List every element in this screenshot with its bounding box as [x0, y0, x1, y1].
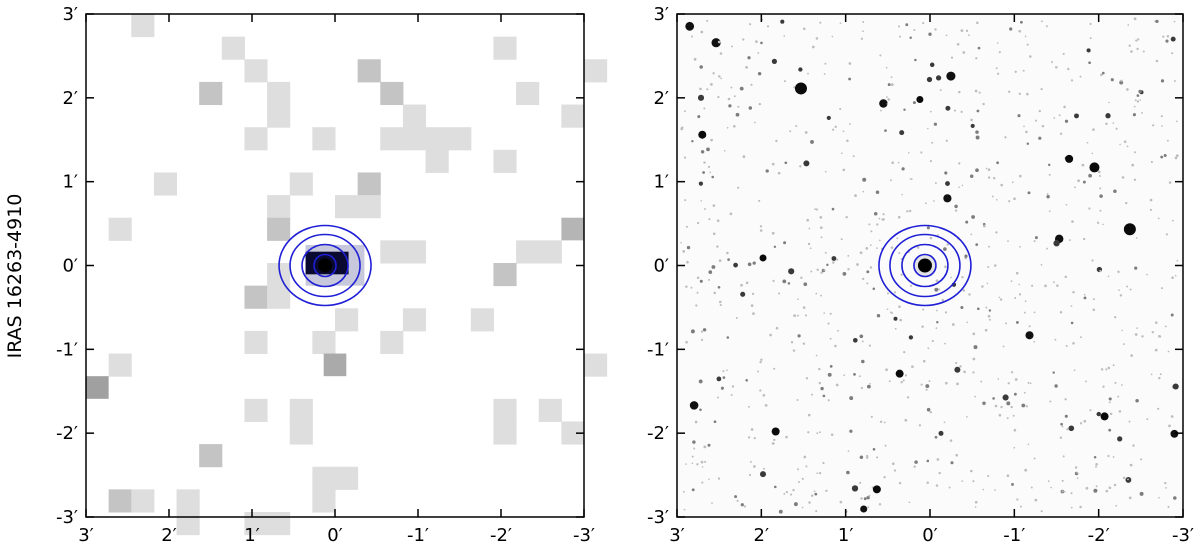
pixel	[538, 240, 562, 264]
pixel	[380, 240, 404, 264]
pixel	[323, 353, 347, 377]
pixel	[357, 195, 381, 219]
pixel	[312, 466, 336, 490]
x-tick-label: 1′	[244, 525, 260, 546]
pixel	[357, 59, 381, 83]
pixel	[244, 398, 268, 422]
pixel	[538, 398, 562, 422]
pixel	[199, 81, 223, 106]
pixel	[244, 285, 268, 309]
source-dot	[318, 258, 333, 273]
pixel	[108, 489, 132, 513]
pixel	[516, 240, 540, 264]
x-tick-label: 2′	[161, 525, 177, 546]
pixel	[493, 36, 517, 60]
pixel	[289, 398, 313, 422]
pixel	[584, 353, 608, 377]
pixel	[131, 489, 155, 513]
pixel	[380, 127, 404, 151]
pixel	[312, 330, 336, 355]
pixel	[86, 376, 109, 399]
pixel	[221, 36, 245, 60]
pixel	[267, 81, 291, 106]
x-tick-label: -2′	[490, 525, 512, 546]
pixel-map	[86, 14, 608, 536]
contour-ring	[313, 253, 337, 278]
pixel	[108, 353, 132, 377]
pixel	[267, 217, 291, 241]
pixel	[561, 217, 584, 241]
y-tick-label: -2′	[56, 423, 78, 444]
pixel	[153, 172, 178, 196]
pixel	[402, 127, 427, 151]
pixel	[335, 308, 359, 332]
pixel	[402, 240, 427, 264]
pixel	[584, 59, 608, 83]
x-tick-label: 0′	[327, 525, 343, 546]
y-tick-label: 3′	[62, 4, 78, 25]
pixel	[244, 512, 268, 536]
pixel	[425, 127, 449, 151]
pixel	[380, 330, 404, 355]
y-tick-label: 1′	[62, 172, 78, 193]
pixel	[335, 466, 359, 490]
pixel	[357, 172, 381, 196]
pixel	[380, 81, 404, 106]
y-tick-label: -3′	[56, 507, 78, 528]
pixel	[289, 172, 313, 196]
pixel	[267, 512, 291, 536]
pixel	[402, 104, 427, 128]
pixel	[176, 512, 200, 536]
pixel	[267, 104, 291, 128]
x-tick-label: -3′	[573, 525, 595, 546]
y-tick-label: 2′	[62, 88, 78, 109]
pixel	[448, 127, 472, 151]
pixel	[493, 421, 517, 445]
pixel	[425, 149, 449, 173]
x-tick-label: -1′	[407, 525, 429, 546]
contour-ring	[278, 224, 372, 307]
pixel	[335, 195, 359, 219]
pixel	[108, 217, 132, 241]
pixel	[244, 59, 268, 83]
pixel	[516, 81, 540, 106]
plot-frame	[85, 13, 585, 518]
pixel	[244, 330, 268, 355]
pixel	[267, 285, 291, 309]
pixel	[176, 489, 200, 513]
pixel	[493, 149, 517, 173]
pixel	[561, 104, 585, 128]
contour-ring	[301, 243, 349, 288]
pixel	[244, 127, 268, 151]
pixel	[493, 398, 517, 422]
pixel	[267, 263, 291, 287]
y-tick-label: 0′	[62, 256, 78, 277]
y-tick-label: -1′	[56, 339, 78, 360]
pixel	[289, 421, 313, 445]
pixel	[493, 263, 517, 287]
pixel	[131, 14, 155, 38]
contour-ring	[289, 233, 361, 298]
pixel	[561, 421, 585, 445]
pixel	[312, 127, 336, 151]
pixel	[267, 195, 291, 219]
pixel	[312, 489, 336, 513]
pixel	[470, 308, 494, 332]
pixel	[199, 444, 223, 468]
pixel	[402, 308, 427, 332]
x-tick-label: 3′	[78, 525, 94, 546]
